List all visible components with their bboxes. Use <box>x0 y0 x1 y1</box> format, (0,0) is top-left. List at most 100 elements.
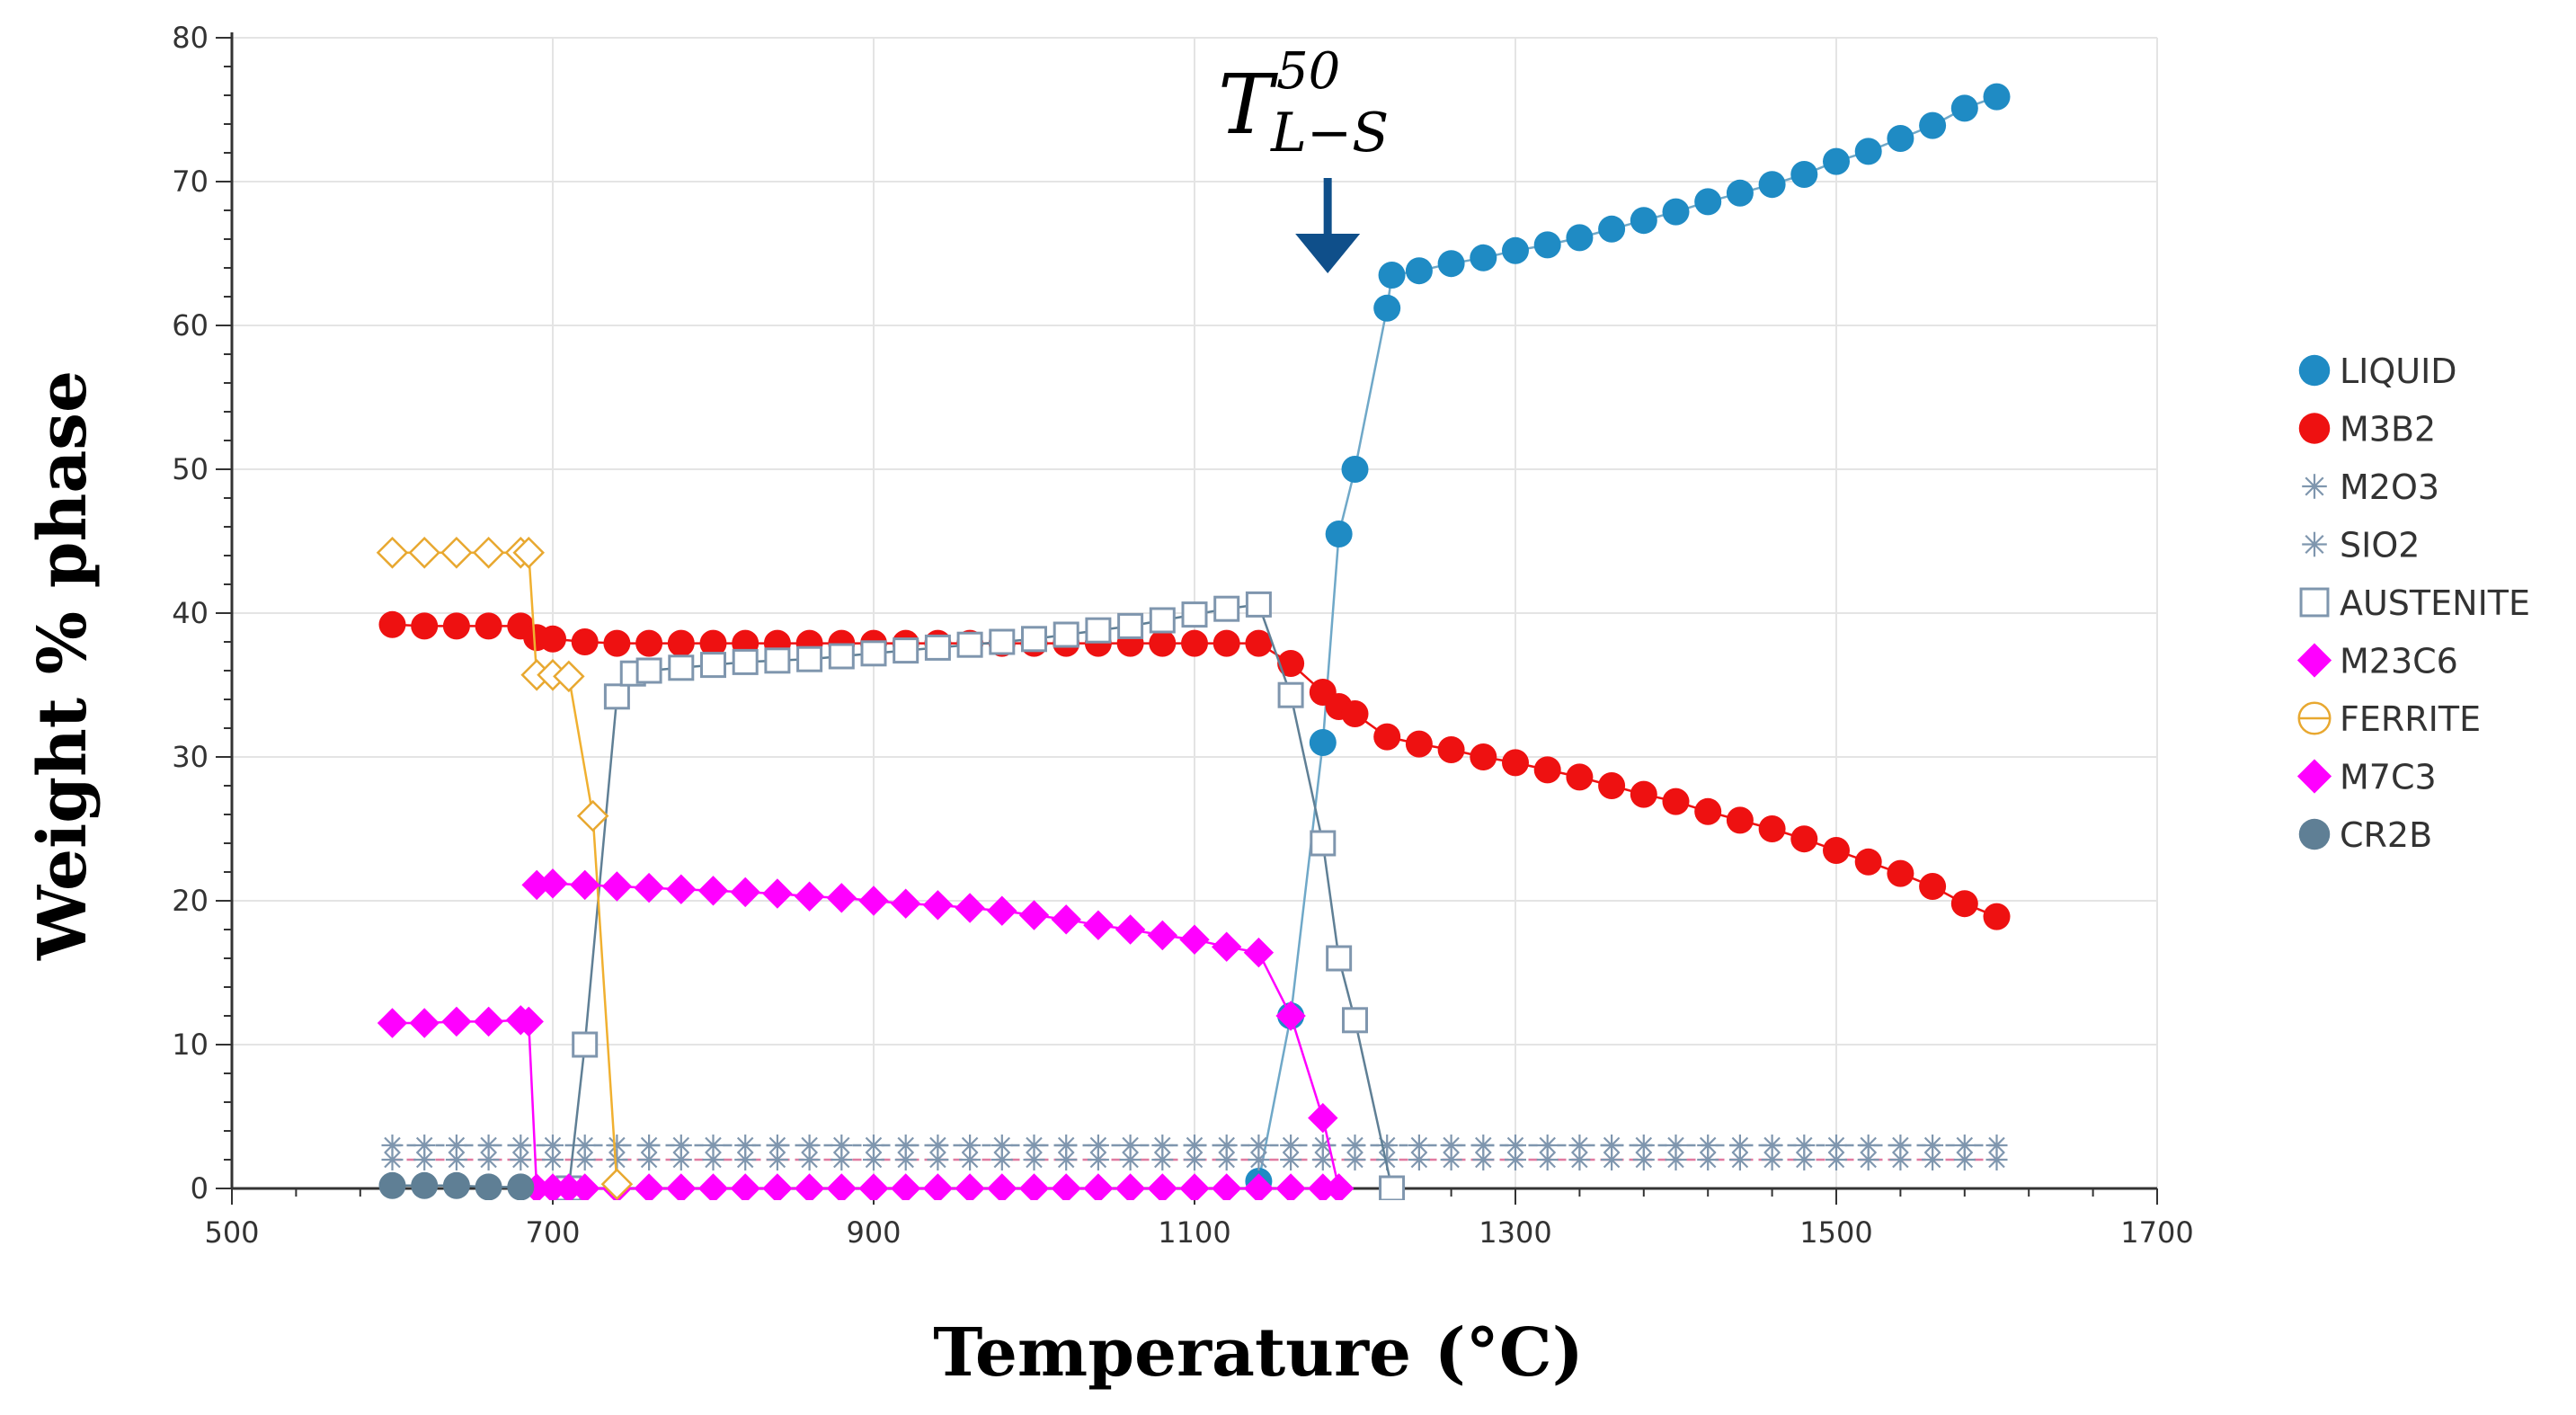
data-point-liquid <box>1378 262 1406 289</box>
data-point-austenite <box>732 648 759 675</box>
data-point-m2o3-stroke <box>1539 1136 1556 1154</box>
data-point-m23c6 <box>955 1173 985 1200</box>
data-point-liquid <box>1662 198 1690 226</box>
data-point-m7c3 <box>730 877 760 908</box>
legend-label-ferrite: FERRITE <box>2340 699 2481 739</box>
data-point-m7c3 <box>1083 910 1114 940</box>
y-tick-label: 20 <box>172 884 209 918</box>
data-point-austenite <box>1181 601 1208 628</box>
data-point-sio2-stroke <box>544 1151 562 1169</box>
data-point-sio2-stroke <box>1154 1151 1171 1169</box>
annotation-label: T <box>1218 57 1278 153</box>
legend-marker-m7c3 <box>2296 759 2332 794</box>
data-point-m3b2 <box>475 612 502 640</box>
data-point-sio2 <box>1344 1149 1366 1170</box>
data-point-sio2 <box>990 1149 1013 1170</box>
y-tick-label: 70 <box>172 165 209 199</box>
data-point-m2o3-stroke <box>1892 1136 1909 1154</box>
legend-item-cr2b: CR2B <box>2298 815 2432 855</box>
y-tick-label: 50 <box>172 452 209 486</box>
tick-labels: 0 10 20 30 40 50 60 70 80 500 700 900 1100 1300 1500 17… <box>172 21 2193 1250</box>
data-point-sio2-stroke <box>865 1151 883 1169</box>
data-point-sio2 <box>1922 1149 1944 1170</box>
legend-label-sio2: SIO2 <box>2340 526 2420 565</box>
data-point-liquid <box>1470 244 1497 271</box>
data-point-m23c6 <box>409 1008 440 1038</box>
data-point-m23c6 <box>1275 1173 1306 1200</box>
data-point-m23c6 <box>1051 1173 1081 1200</box>
data-point-liquid <box>1502 236 1529 264</box>
data-point-m23c6 <box>1147 1173 1178 1200</box>
data-point-m3b2 <box>1533 756 1561 784</box>
data-point-m3b2 <box>1502 749 1529 777</box>
data-point-m3b2 <box>1758 815 1786 842</box>
data-point-m2o3-stroke <box>1731 1136 1749 1154</box>
data-point-sio2 <box>445 1149 467 1170</box>
data-point-sio2 <box>798 1149 821 1170</box>
data-point-sio2-stroke <box>608 1151 626 1169</box>
data-point-liquid <box>1405 257 1433 285</box>
legend-item-m2o3: M2O3 <box>2302 467 2439 507</box>
data-point-m23c6 <box>922 1173 954 1200</box>
data-point-sio2-stroke <box>1057 1151 1075 1169</box>
data-point-m3b2 <box>1566 763 1594 791</box>
data-point-liquid <box>1630 207 1657 235</box>
data-point-cr2b <box>411 1171 439 1199</box>
data-point-m2o3-stroke <box>608 1136 626 1154</box>
y-tick-label: 10 <box>172 1028 209 1062</box>
legend-item-m3b2: M3B2 <box>2298 410 2436 449</box>
data-point-sio2 <box>1215 1149 1238 1170</box>
data-point-liquid <box>1919 111 1947 139</box>
data-point-sio2 <box>1505 1149 1526 1170</box>
data-point-sio2-stroke <box>1667 1151 1684 1169</box>
data-point-m23c6 <box>473 1006 504 1037</box>
data-point-m2o3 <box>1568 1135 1591 1156</box>
data-point-m3b2 <box>1470 743 1497 770</box>
data-point-sio2-stroke <box>1475 1151 1492 1169</box>
data-point-ferrite <box>512 537 545 569</box>
legend-item-ferrite: FERRITE <box>2297 699 2481 739</box>
data-point-sio2-stroke <box>1956 1151 1974 1169</box>
data-point-austenite <box>828 643 855 670</box>
data-point-m2o3-stroke <box>1218 1136 1235 1154</box>
data-point-cr2b <box>507 1173 535 1200</box>
data-point-sio2 <box>1697 1149 1719 1170</box>
legend-marker-cr2b <box>2298 818 2331 850</box>
data-point-liquid <box>1854 138 1882 165</box>
data-point-m2o3-stroke <box>1667 1136 1684 1154</box>
data-point-m2o3-stroke <box>1089 1136 1107 1154</box>
data-point-sio2-stroke <box>1410 1151 1428 1169</box>
data-point-m2o3-stroke <box>1026 1136 1043 1154</box>
data-point-ferrite <box>376 537 409 569</box>
data-point-m23c6 <box>890 1173 921 1200</box>
data-point-m7c3 <box>1308 1102 1338 1134</box>
data-point-m7c3 <box>666 874 697 904</box>
series-austenite <box>555 591 1406 1200</box>
data-point-ferrite <box>576 799 609 832</box>
data-point-sio2 <box>1728 1149 1751 1170</box>
data-point-sio2-stroke <box>384 1151 401 1169</box>
legend-label-cr2b: CR2B <box>2340 815 2432 855</box>
legend-marker-sio2 <box>2302 531 2327 557</box>
y-tick-label: 0 <box>191 1171 209 1206</box>
data-point-m2o3-stroke <box>1378 1136 1396 1154</box>
data-point-m3b2 <box>667 629 695 657</box>
data-point-sio2 <box>1825 1149 1847 1170</box>
data-point-sio2-stroke <box>1796 1151 1813 1169</box>
data-point-m2o3 <box>1280 1135 1302 1156</box>
data-point-sio2 <box>1055 1149 1078 1170</box>
legend-marker-liquid <box>2298 354 2331 387</box>
series-m3b2 <box>378 610 2011 930</box>
data-point-m7c3 <box>1211 931 1242 962</box>
data-point-m2o3-stroke <box>961 1136 979 1154</box>
data-point-m23c6 <box>762 1173 793 1200</box>
grid <box>232 37 2158 1188</box>
data-point-austenite <box>1277 681 1304 708</box>
data-point-m7c3 <box>569 869 600 901</box>
legend-item-liquid: LIQUID <box>2298 352 2457 391</box>
data-point-m2o3-stroke <box>897 1136 914 1154</box>
data-point-sio2-stroke <box>576 1151 593 1169</box>
data-point-m2o3 <box>1665 1135 1687 1156</box>
data-point-m2o3 <box>1055 1135 1078 1156</box>
data-point-m7c3 <box>987 895 1017 926</box>
